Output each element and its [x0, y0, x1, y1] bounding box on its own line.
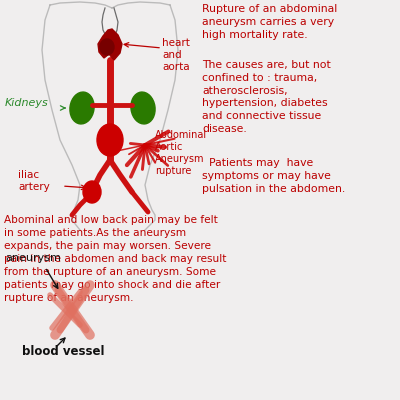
Text: Rupture of an abdominal
aneurysm carries a very
high mortality rate.: Rupture of an abdominal aneurysm carries…	[202, 4, 337, 40]
Text: iliac
artery: iliac artery	[18, 170, 50, 192]
Polygon shape	[98, 29, 122, 60]
Text: Abdominal
Aortic
Aneurysm
rupture: Abdominal Aortic Aneurysm rupture	[155, 130, 207, 176]
Text: Kidneys: Kidneys	[5, 98, 49, 108]
Ellipse shape	[131, 92, 155, 124]
Ellipse shape	[100, 39, 114, 55]
Ellipse shape	[83, 181, 101, 203]
Text: blood vessel: blood vessel	[22, 345, 104, 358]
Ellipse shape	[97, 124, 123, 156]
Text: Patients may  have
symptoms or may have
pulsation in the abdomen.: Patients may have symptoms or may have p…	[202, 158, 345, 194]
Text: Abominal and low back pain may be felt
in some patients.As the aneurysm
expands,: Abominal and low back pain may be felt i…	[4, 215, 226, 303]
Text: aneurysm: aneurysm	[5, 253, 61, 263]
Text: heart
and
aorta: heart and aorta	[162, 38, 190, 72]
Text: The causes are, but not
confined to : trauma,
atherosclerosis,
hypertension, dia: The causes are, but not confined to : tr…	[202, 60, 331, 134]
Ellipse shape	[70, 92, 94, 124]
